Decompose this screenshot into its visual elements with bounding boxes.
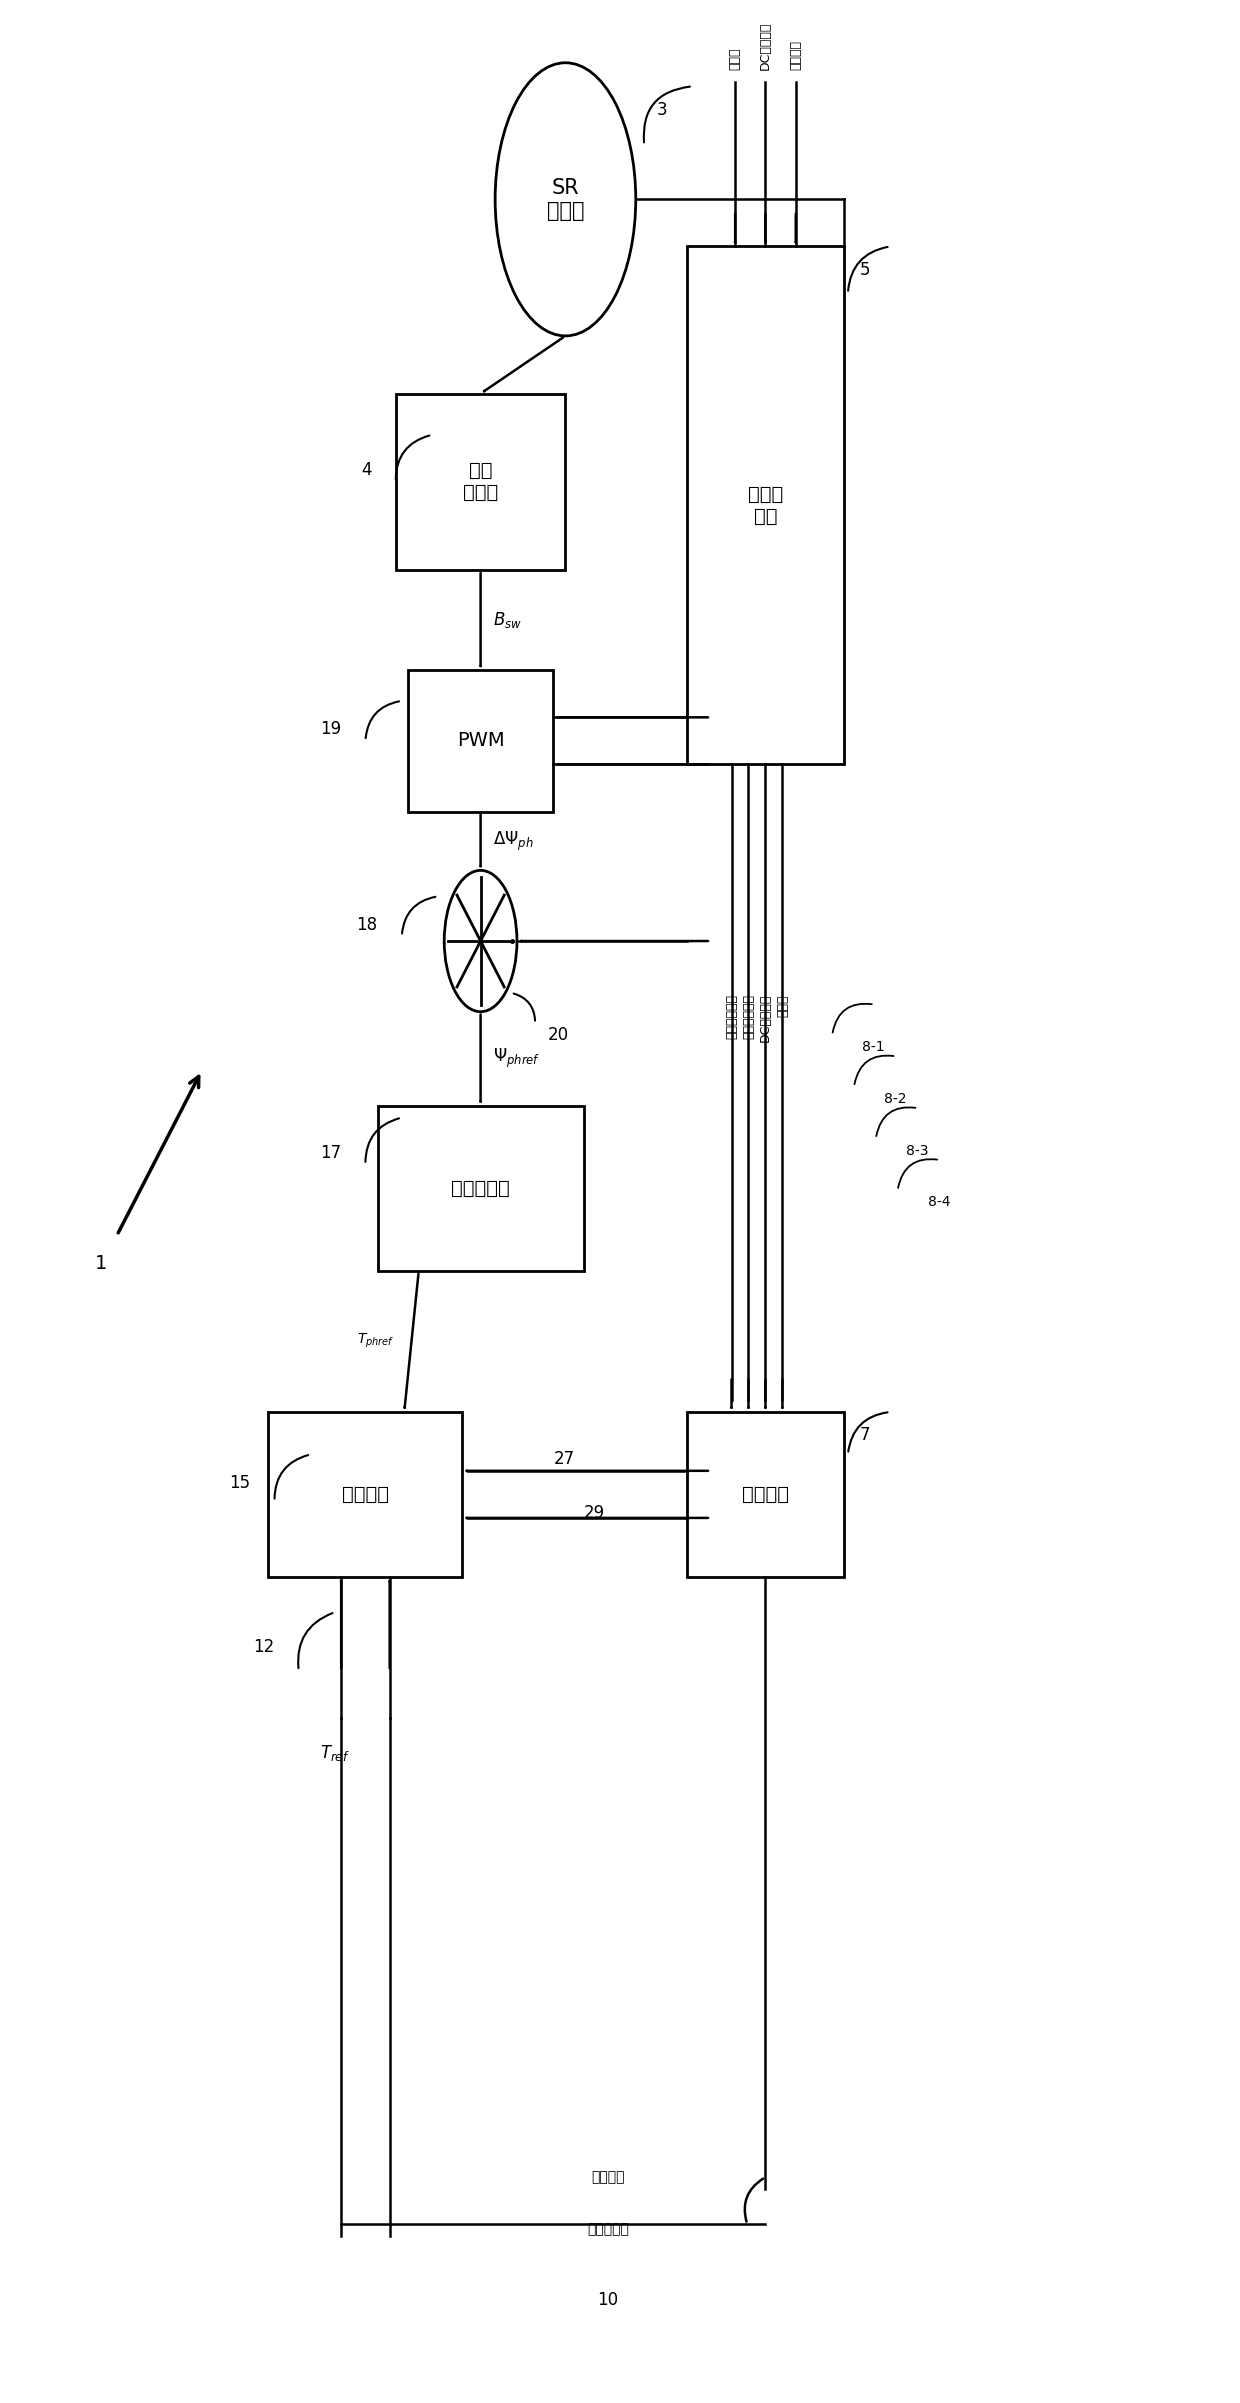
Text: PWM: PWM	[456, 731, 505, 750]
Text: 1: 1	[95, 1254, 108, 1274]
Text: SR
电动机: SR 电动机	[547, 178, 584, 221]
Text: 5: 5	[861, 262, 870, 279]
Text: 功率
转换器: 功率 转换器	[463, 461, 498, 502]
Text: 相电流: 相电流	[776, 995, 789, 1016]
Text: $T_{phref}$: $T_{phref}$	[357, 1331, 394, 1350]
Text: DC总线电压: DC总线电压	[759, 22, 773, 70]
Text: 测量和
估算: 测量和 估算	[748, 485, 784, 526]
FancyBboxPatch shape	[687, 1413, 844, 1576]
Text: 8-2: 8-2	[884, 1091, 906, 1105]
Text: 20: 20	[547, 1026, 568, 1045]
Text: 29: 29	[584, 1504, 605, 1521]
Text: 8-3: 8-3	[906, 1144, 929, 1158]
FancyBboxPatch shape	[268, 1413, 463, 1576]
Text: $\Delta\Psi_{ph}$: $\Delta\Psi_{ph}$	[492, 829, 533, 853]
Text: $\Psi_{phref}$: $\Psi_{phref}$	[492, 1048, 541, 1069]
Text: $B_{sw}$: $B_{sw}$	[492, 610, 522, 630]
Text: 15: 15	[229, 1473, 250, 1492]
Text: 参考相磁链: 参考相磁链	[451, 1180, 510, 1197]
Text: DC总线电压: DC总线电压	[759, 995, 773, 1043]
Text: 所估算的磁镰: 所估算的磁镰	[725, 995, 738, 1038]
Text: 所估算的: 所估算的	[591, 2170, 625, 2184]
Text: 所估算的位置: 所估算的位置	[742, 995, 755, 1038]
Text: 8-1: 8-1	[863, 1040, 885, 1055]
Text: 相电流: 相电流	[729, 48, 742, 70]
Text: 17: 17	[320, 1144, 341, 1163]
Text: 扭矩估算: 扭矩估算	[742, 1485, 789, 1504]
Text: 7: 7	[861, 1427, 870, 1444]
Circle shape	[444, 870, 517, 1012]
Text: 8-4: 8-4	[928, 1194, 950, 1209]
Text: 19: 19	[320, 721, 341, 738]
Text: 转子位置: 转子位置	[790, 41, 802, 70]
Text: 18: 18	[356, 916, 377, 932]
Text: 3: 3	[656, 101, 667, 118]
FancyBboxPatch shape	[396, 394, 565, 570]
Text: 4: 4	[361, 461, 372, 478]
FancyBboxPatch shape	[377, 1105, 584, 1271]
Text: 相扭矩范围: 相扭矩范围	[587, 2223, 629, 2237]
FancyBboxPatch shape	[687, 248, 844, 764]
Circle shape	[495, 62, 636, 336]
Text: 10: 10	[598, 2290, 619, 2309]
FancyBboxPatch shape	[408, 670, 553, 812]
Text: 12: 12	[253, 1639, 274, 1656]
Text: 27: 27	[553, 1449, 574, 1468]
Text: $T_{ref}$: $T_{ref}$	[320, 1742, 350, 1764]
Text: 扭矩分配: 扭矩分配	[342, 1485, 389, 1504]
